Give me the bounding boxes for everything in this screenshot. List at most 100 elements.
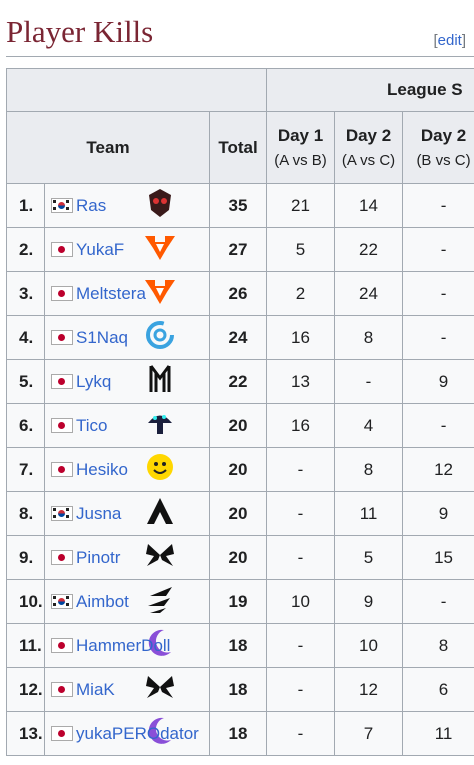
day1-ab-header[interactable]: Day 1 (A vs B): [266, 111, 336, 184]
day2-bc-cell: -: [402, 403, 474, 448]
player-link[interactable]: Aimbot: [76, 591, 129, 611]
table-row: 5. Lykq 22 13-9: [6, 359, 474, 404]
table-row: 9. Pinotr 20-5 15: [6, 535, 474, 580]
day2-ac-cell: 12: [334, 667, 404, 712]
day2-bc-cell: 9: [402, 359, 474, 404]
butterfly-logo-icon[interactable]: [143, 672, 177, 706]
player-link[interactable]: Pinotr: [76, 547, 121, 567]
edit-link[interactable]: edit: [437, 32, 462, 49]
wing-logo-icon[interactable]: [143, 584, 177, 618]
day1-ab-cell: -: [266, 623, 336, 668]
table-row: 10. Aimbot 19 10 9-: [6, 579, 474, 624]
day2-bc-cell: -: [402, 227, 474, 272]
total-cell: 18: [208, 623, 268, 668]
rank-cell: 1.: [6, 183, 45, 228]
day2-bc-cell: 6: [402, 667, 474, 712]
day2-bc-header[interactable]: Day 2 (B vs C): [402, 111, 474, 184]
team-cell: Ras: [44, 183, 210, 228]
player-link[interactable]: S1Naq: [76, 327, 128, 347]
day2-ac-cell: 4: [334, 403, 404, 448]
day2-bc-cell: 12: [402, 447, 474, 492]
butterfly-logo-icon[interactable]: [143, 540, 177, 574]
day1-ab-cell: 21: [266, 183, 336, 228]
player-kills-table: League S Team Total Day 1 (A vs B) Day 2(…: [5, 68, 474, 756]
total-cell: 20: [208, 447, 268, 492]
crescent-logo-icon[interactable]: [143, 628, 177, 662]
rank-cell: 2.: [6, 227, 45, 272]
table-row: 4. S1Naq 24 16 8-: [6, 315, 474, 360]
total-cell: 35: [208, 183, 268, 228]
day1-ab-cell: 16: [266, 315, 336, 360]
team-cell: Jusna: [44, 491, 210, 536]
m-logo-icon[interactable]: [143, 364, 177, 398]
day2-ac-cell: 9: [334, 579, 404, 624]
rank-cell: 13.: [6, 711, 45, 756]
total-header[interactable]: Total: [208, 111, 268, 184]
rank-cell: 7.: [6, 447, 45, 492]
day2-ac-cell: 14: [334, 183, 404, 228]
day1-ab-cell: -: [266, 491, 336, 536]
day2-bc-cell: -: [402, 315, 474, 360]
player-link[interactable]: Jusna: [76, 503, 122, 523]
korea-flag-icon: [51, 594, 73, 610]
day2-ac-cell: 11: [334, 491, 404, 536]
day2-ac-header[interactable]: Day 2 (A vs C): [334, 111, 404, 184]
player-link[interactable]: Hesiko: [76, 459, 128, 479]
fnatic-logo-icon[interactable]: [143, 232, 177, 266]
player-link[interactable]: Meltstera: [76, 283, 146, 303]
team-header[interactable]: Team: [6, 111, 210, 184]
player-link[interactable]: yukaPEROdator: [76, 723, 199, 743]
total-cell: 18: [208, 667, 268, 712]
day2-bc-cell: 11: [402, 711, 474, 756]
team-cell: Tico: [44, 403, 210, 448]
crescent-logo-icon[interactable]: [143, 716, 177, 750]
total-cell: 20: [208, 403, 268, 448]
rank-cell: 12.: [6, 667, 45, 712]
rank-cell: 5.: [6, 359, 45, 404]
page-title: Player Kills: [6, 14, 154, 49]
rank-cell: 4.: [6, 315, 45, 360]
team-cell: Aimbot: [44, 579, 210, 624]
team-cell: S1Naq: [44, 315, 210, 360]
rank-cell: 6.: [6, 403, 45, 448]
swirl-logo-icon[interactable]: [143, 320, 177, 354]
table-row: 12. MiaK 18-12 6: [6, 667, 474, 712]
total-cell: 19: [208, 579, 268, 624]
player-link[interactable]: Lykq: [76, 371, 112, 391]
japan-flag-icon: [51, 638, 73, 654]
japan-flag-icon: [51, 462, 73, 478]
japan-flag-icon: [51, 286, 73, 302]
japan-flag-icon: [51, 374, 73, 390]
total-cell: 18: [208, 711, 268, 756]
day1-ab-cell: 2: [266, 271, 336, 316]
player-link[interactable]: Ras: [76, 195, 107, 215]
team-cell: Lykq: [44, 359, 210, 404]
mushroom-logo-icon[interactable]: [143, 408, 177, 442]
rank-cell: 10.: [6, 579, 45, 624]
korea-flag-icon: [51, 198, 73, 214]
player-link[interactable]: Tico: [76, 415, 108, 435]
day2-ac-cell: 8: [334, 447, 404, 492]
table-row: 13. yukaPEROdator 18-7 11: [6, 711, 474, 756]
header-blank: [5, 68, 268, 112]
table-row: 7. Hesiko 20-8 12: [6, 447, 474, 492]
rank-cell: 8.: [6, 491, 45, 536]
day2-ac-cell: 8: [334, 315, 404, 360]
team-cell: HammerDoll: [44, 623, 210, 668]
table-row: 3. Meltstera 26 2 24-: [6, 271, 474, 316]
day2-bc-cell: -: [402, 579, 474, 624]
day1-ab-cell: -: [266, 535, 336, 580]
korea-flag-icon: [51, 506, 73, 522]
fnatic-logo-icon[interactable]: [143, 276, 177, 310]
day2-ac-cell: 7: [334, 711, 404, 756]
player-link[interactable]: YukaF: [76, 239, 125, 259]
apex-logo-icon[interactable]: [143, 496, 177, 530]
day2-bc-cell: 15: [402, 535, 474, 580]
day1-ab-cell: 5: [266, 227, 336, 272]
total-cell: 26: [208, 271, 268, 316]
player-link[interactable]: HammerDoll: [76, 635, 171, 655]
ras-logo-icon[interactable]: [143, 188, 177, 222]
smiley-logo-icon[interactable]: [143, 452, 177, 486]
japan-flag-icon: [51, 726, 73, 742]
player-link[interactable]: MiaK: [76, 679, 115, 699]
